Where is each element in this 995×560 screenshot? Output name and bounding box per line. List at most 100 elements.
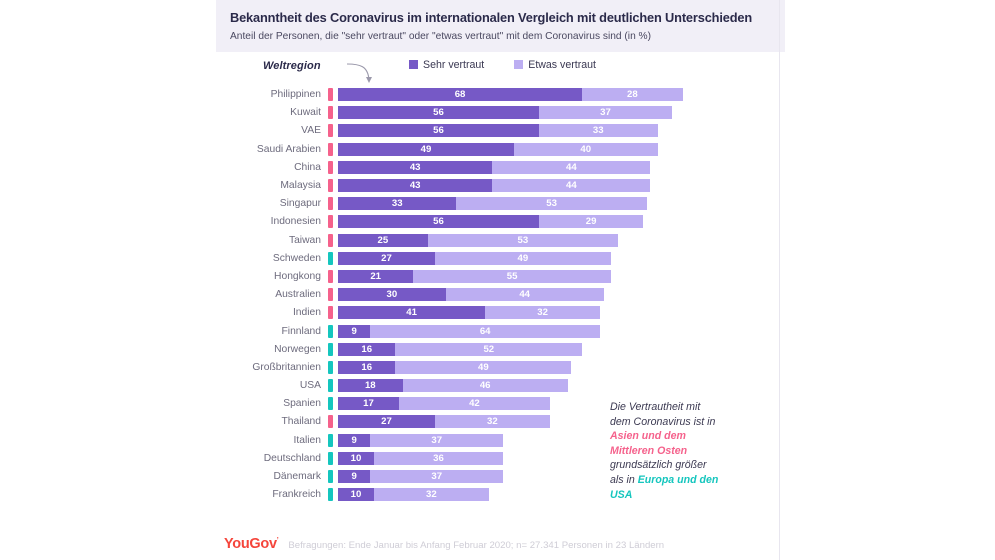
bar-segment-sehr-vertraut[interactable]: 56 [338, 124, 540, 138]
chart-row: Saudi Arabien 49 40 [216, 140, 785, 158]
bar-segment-etwas-vertraut[interactable]: 53 [427, 233, 619, 247]
bar-segment-sehr-vertraut[interactable]: 56 [338, 215, 540, 229]
bar-segment-sehr-vertraut[interactable]: 49 [338, 142, 514, 156]
chart-row-label: Deutschland [263, 452, 321, 464]
bar-segment-sehr-vertraut[interactable]: 43 [338, 160, 493, 174]
bar-segment-etwas-vertraut[interactable]: 32 [373, 488, 489, 502]
region-marker-europe-usa [328, 251, 333, 265]
region-marker-asia-middle-east [328, 106, 333, 120]
annotation-line-3: grundsätzlich größer [610, 459, 707, 472]
bar-segment-etwas-vertraut[interactable]: 44 [492, 179, 651, 193]
region-marker-asia-middle-east [328, 288, 333, 302]
region-marker-europe-usa [328, 360, 333, 374]
bar-segment-sehr-vertraut[interactable]: 25 [338, 233, 428, 247]
chart-row-label: China [294, 161, 321, 173]
bar-segment-etwas-vertraut[interactable]: 32 [485, 306, 601, 320]
bar-segment-etwas-vertraut[interactable]: 52 [395, 342, 583, 356]
bar-segment-etwas-vertraut[interactable]: 32 [434, 415, 550, 429]
chart-row-label: Indien [292, 307, 321, 319]
chart-row-label: Großbritannien [252, 361, 321, 373]
bar-segment-sehr-vertraut[interactable]: 10 [338, 451, 374, 465]
bar-segment-etwas-vertraut[interactable]: 49 [434, 251, 611, 265]
region-marker-asia-middle-east [328, 415, 333, 429]
chart-row-bars: 68 28 [338, 88, 683, 102]
bar-segment-etwas-vertraut[interactable]: 36 [373, 451, 504, 465]
yougov-logo[interactable]: YouGov’ [224, 536, 279, 552]
chart-annotation: Die Vertrautheit mit dem Coronavirus ist… [610, 400, 790, 502]
bar-segment-etwas-vertraut[interactable]: 64 [370, 324, 601, 338]
chart-row-label: Saudi Arabien [256, 143, 321, 155]
bar-segment-sehr-vertraut[interactable]: 16 [338, 360, 396, 374]
chart-row-bars: 43 44 [338, 160, 651, 174]
bar-segment-sehr-vertraut[interactable]: 9 [338, 324, 371, 338]
chart-row-bars: 41 32 [338, 306, 601, 320]
chart-row-label: Malaysia [280, 180, 321, 192]
bar-segment-sehr-vertraut[interactable]: 21 [338, 269, 414, 283]
chart-row-bars: 56 37 [338, 106, 672, 120]
trademark-icon: ’ [276, 537, 279, 545]
bar-segment-sehr-vertraut[interactable]: 27 [338, 251, 435, 265]
chart-row: Deutschland 10 36 [216, 449, 785, 467]
bar-segment-etwas-vertraut[interactable]: 53 [456, 197, 647, 211]
chart-row: Norwegen 16 52 [216, 340, 785, 358]
bar-segment-etwas-vertraut[interactable]: 44 [445, 288, 604, 302]
chart-footer: YouGov’ Befragungen: Ende Januar bis Anf… [216, 536, 785, 552]
bar-segment-etwas-vertraut[interactable]: 46 [402, 379, 568, 393]
chart-row-bars: 43 44 [338, 179, 651, 193]
annotation-line-2: dem Coronavirus ist in [610, 415, 716, 428]
stacked-bar-chart: Philippinen 68 28 Kuwait 56 37 VAE 56 33 Saudi Ar… [216, 86, 785, 504]
bar-segment-etwas-vertraut[interactable]: 37 [539, 106, 672, 120]
legend-item-sehr-vertraut[interactable]: Sehr vertraut [409, 59, 484, 71]
chart-row: Philippinen 68 28 [216, 86, 785, 104]
chart-row: Hongkong 21 55 [216, 267, 785, 285]
bar-segment-sehr-vertraut[interactable]: 9 [338, 470, 371, 484]
bar-segment-etwas-vertraut[interactable]: 29 [539, 215, 644, 229]
bar-segment-sehr-vertraut[interactable]: 16 [338, 342, 396, 356]
bar-segment-etwas-vertraut[interactable]: 49 [395, 360, 572, 374]
chart-row: Kuwait 56 37 [216, 104, 785, 122]
annotation-highlight-europe-1: Europa und den [637, 473, 719, 486]
bar-segment-sehr-vertraut[interactable]: 56 [338, 106, 540, 120]
annotation-line-4: als in [610, 473, 638, 486]
chart-row: Malaysia 43 44 [216, 176, 785, 194]
bar-segment-sehr-vertraut[interactable]: 41 [338, 306, 486, 320]
chart-row-bars: 17 42 [338, 397, 550, 411]
region-marker-asia-middle-east [328, 179, 333, 193]
bar-segment-etwas-vertraut[interactable]: 28 [582, 88, 683, 102]
chart-row-label: Taiwan [288, 234, 321, 246]
chart-row: Indonesien 56 29 [216, 213, 785, 231]
chart-row-bars: 27 49 [338, 251, 611, 265]
bar-segment-sehr-vertraut[interactable]: 43 [338, 179, 493, 193]
chart-row-label: VAE [301, 125, 321, 137]
region-marker-asia-middle-east [328, 233, 333, 247]
chart-row: VAE 56 33 [216, 122, 785, 140]
chart-row-bars: 56 33 [338, 124, 658, 138]
bar-segment-sehr-vertraut[interactable]: 18 [338, 379, 403, 393]
bar-segment-etwas-vertraut[interactable]: 33 [539, 124, 658, 138]
bar-segment-etwas-vertraut[interactable]: 37 [370, 470, 504, 484]
bar-segment-etwas-vertraut[interactable]: 40 [513, 142, 658, 156]
legend-item-etwas-vertraut[interactable]: Etwas vertraut [514, 59, 596, 71]
chart-row-label: Dänemark [273, 471, 322, 483]
bar-segment-sehr-vertraut[interactable]: 17 [338, 397, 400, 411]
bar-segment-sehr-vertraut[interactable]: 30 [338, 288, 446, 302]
bar-segment-sehr-vertraut[interactable]: 68 [338, 88, 583, 102]
chart-row-label: Italien [293, 434, 321, 446]
bar-segment-etwas-vertraut[interactable]: 42 [399, 397, 550, 411]
region-marker-europe-usa [328, 470, 333, 484]
bar-segment-etwas-vertraut[interactable]: 37 [370, 433, 504, 447]
region-marker-europe-usa [328, 324, 333, 338]
region-marker-asia-middle-east [328, 197, 333, 211]
chart-row-bars: 16 49 [338, 360, 572, 374]
bar-segment-etwas-vertraut[interactable]: 44 [492, 160, 651, 174]
chart-row-bars: 21 55 [338, 269, 611, 283]
bar-segment-sehr-vertraut[interactable]: 33 [338, 197, 457, 211]
chart-row-label: Indonesien [270, 216, 321, 228]
bar-segment-sehr-vertraut[interactable]: 10 [338, 488, 374, 502]
bar-segment-etwas-vertraut[interactable]: 55 [413, 269, 611, 283]
bar-segment-sehr-vertraut[interactable]: 27 [338, 415, 435, 429]
infographic-panel: Bekanntheit des Coronavirus im internati… [216, 0, 785, 560]
bar-segment-sehr-vertraut[interactable]: 9 [338, 433, 371, 447]
chart-row-bars: 10 32 [338, 488, 489, 502]
chart-row: Finnland 9 64 [216, 322, 785, 340]
